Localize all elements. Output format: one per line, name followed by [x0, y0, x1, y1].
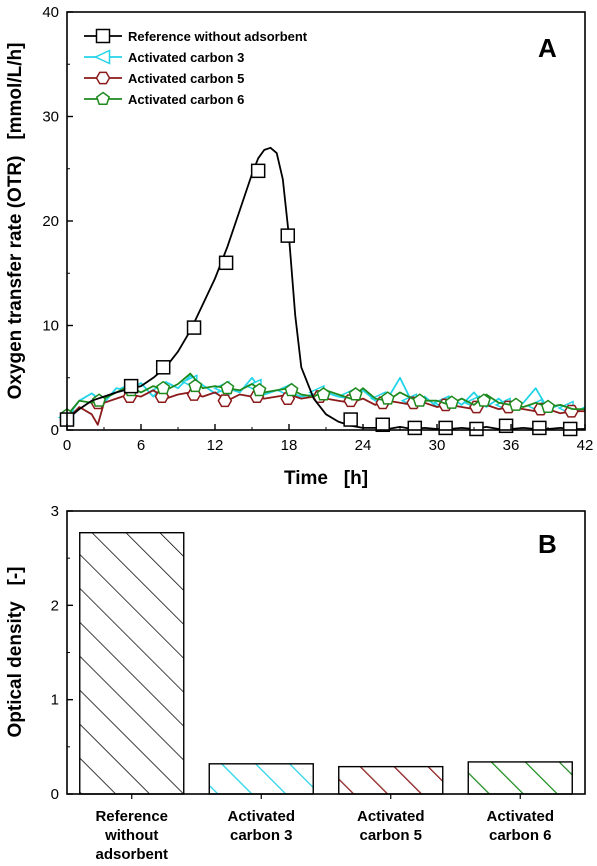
series-marker-activated-carbon-6: [348, 387, 363, 401]
panel-b-y-tick-label: 2: [51, 597, 59, 614]
bar-activated-carbon-6: [467, 761, 573, 795]
series-marker-reference-without-adsorbent: [186, 320, 202, 335]
panel-b-letter: B: [538, 529, 557, 559]
series-marker-activated-carbon-6: [380, 391, 395, 405]
panel-b-y-ticks: 0 1 2 3: [51, 503, 73, 803]
category-label-line: Activated: [486, 808, 554, 825]
legend-marker-reference-without-adsorbent: [95, 28, 111, 44]
legend-label: Activated carbon 6: [128, 92, 244, 107]
panel-a-x-tick-label: 0: [63, 437, 71, 454]
bar-reference-without-adsorbent: [79, 531, 185, 795]
legend-entry-activated-carbon-5: Activated carbon 5: [84, 71, 244, 86]
category-label-line: adsorbent: [95, 846, 168, 863]
panel-a-x-tick-label: 12: [207, 437, 224, 454]
series-marker-activated-carbon-6: [476, 393, 491, 407]
series-marker-reference-without-adsorbent: [280, 228, 296, 243]
panel-a-y-tick-label: 40: [42, 4, 59, 21]
panel-b-category-label: Activated carbon 5: [357, 808, 425, 844]
panel-a-x-axis-title: Time [h]: [284, 468, 368, 489]
legend-label: Reference without adsorbent: [128, 29, 308, 44]
series-marker-activated-carbon-6: [188, 378, 203, 393]
panel-a-line-chart: 0 6 12 18 24 30 36 42 0 10 20 30 40 A Time [h] Oxyg…: [5, 4, 593, 489]
category-label-line: carbon 6: [489, 827, 552, 844]
panel-a-y-ticks: 0 10 20 30 40: [42, 4, 73, 439]
panel-a-x-tick-label: 30: [429, 437, 446, 454]
category-label-line: without: [104, 827, 158, 844]
legend-marker-activated-carbon-3: [93, 49, 111, 65]
series-marker-activated-carbon-6: [284, 382, 299, 397]
category-label-line: Reference: [95, 808, 168, 825]
category-label-line: carbon 3: [230, 827, 293, 844]
series-marker-reference-without-adsorbent: [498, 418, 514, 434]
series-marker-activated-carbon-5: [217, 394, 233, 408]
panel-a-y-tick-label: 10: [42, 318, 59, 335]
series-marker-reference-without-adsorbent: [250, 163, 266, 179]
panel-b-bars: [79, 531, 573, 795]
series-marker-reference-without-adsorbent: [438, 420, 453, 436]
series-activated-carbon-6: [59, 372, 585, 422]
panel-a-series-layer: [57, 146, 586, 437]
panel-a-x-tick-label: 6: [137, 437, 145, 454]
series-marker-reference-without-adsorbent: [123, 378, 139, 394]
panel-b-category-label: Activated carbon 3: [227, 808, 295, 844]
series-marker-reference-without-adsorbent: [532, 420, 547, 436]
panel-b-y-tick-label: 1: [51, 692, 59, 709]
series-marker-reference-without-adsorbent: [155, 360, 171, 375]
bar-fill: [338, 766, 443, 794]
series-marker-reference-without-adsorbent: [375, 417, 390, 433]
legend-label: Activated carbon 3: [128, 50, 244, 65]
series-marker-activated-carbon-6: [316, 387, 331, 401]
panel-b-category-label: Activated carbon 6: [486, 808, 554, 844]
series-marker-reference-without-adsorbent: [469, 421, 484, 437]
category-label-line: carbon 5: [359, 827, 422, 844]
category-label-line: Activated: [227, 808, 295, 825]
category-label-line: Activated: [357, 808, 425, 825]
panel-a-x-tick-label: 18: [281, 437, 298, 454]
panel-a-x-tick-label: 36: [503, 437, 520, 454]
legend-entry-activated-carbon-6: Activated carbon 6: [84, 91, 244, 107]
bar-activated-carbon-3: [208, 763, 314, 795]
bar-fill: [79, 532, 184, 794]
series-marker-activated-carbon-6: [508, 397, 523, 411]
series-marker-activated-carbon-6: [156, 380, 171, 395]
panel-a-y-tick-label: 20: [42, 213, 59, 230]
series-marker-activated-carbon-6: [412, 393, 427, 407]
series-marker-activated-carbon-6: [252, 382, 267, 397]
bar-fill: [468, 761, 573, 794]
legend-label: Activated carbon 5: [128, 71, 244, 86]
series-marker-activated-carbon-6: [540, 399, 556, 414]
bar-fill: [209, 763, 314, 794]
legend-entry-activated-carbon-3: Activated carbon 3: [84, 49, 244, 65]
series-marker-activated-carbon-6: [220, 380, 235, 395]
panel-a-y-tick-label: 30: [42, 109, 59, 126]
panel-b-y-tick-label: 0: [51, 786, 59, 803]
panel-b-category-label: Reference without adsorbent: [95, 808, 168, 863]
panel-a-legend: Reference without adsorbent Activated car…: [84, 28, 308, 107]
series-marker-reference-without-adsorbent: [562, 421, 578, 437]
panel-a-x-ticks: 0 6 12 18 24 30 36 42: [63, 424, 594, 454]
legend-entry-reference-without-adsorbent: Reference without adsorbent: [84, 28, 308, 44]
series-marker-reference-without-adsorbent: [407, 420, 423, 436]
legend-marker-activated-carbon-5: [95, 71, 111, 85]
panel-b-bar-chart: 0 1 2 3 Reference without adsorbent Activated c…: [5, 503, 586, 863]
series-marker-reference-without-adsorbent: [218, 255, 234, 271]
panel-b-y-tick-label: 3: [51, 503, 59, 520]
series-marker-reference-without-adsorbent: [343, 412, 358, 427]
panel-b-y-axis-title: Optical density [-]: [5, 566, 26, 737]
bar-activated-carbon-5: [338, 765, 444, 795]
series-reference-without-adsorbent: [59, 146, 585, 437]
panel-a-letter: A: [538, 33, 557, 63]
panel-a-y-tick-label: 0: [51, 422, 59, 439]
panel-b-category-labels: Reference without adsorbent Activated carbon…: [95, 794, 554, 863]
panel-a-y-axis-title: Oxygen transfer rate (OTR) [mmol/L/h]: [5, 43, 26, 400]
panel-a-x-tick-label: 24: [355, 437, 372, 454]
legend-marker-activated-carbon-6: [95, 91, 111, 106]
panel-a-x-tick-label: 42: [577, 437, 594, 454]
series-marker-activated-carbon-6: [444, 395, 459, 409]
